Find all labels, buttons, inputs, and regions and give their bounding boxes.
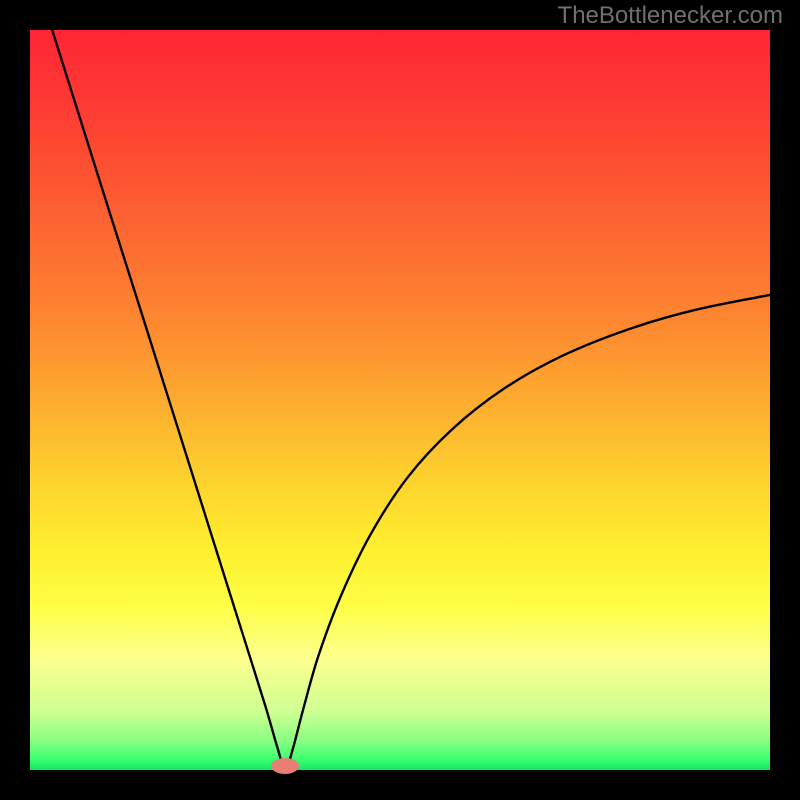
bottleneck-curve	[30, 30, 770, 770]
plot-area	[30, 30, 770, 770]
optimal-point-marker	[271, 758, 299, 774]
gradient-background	[30, 30, 770, 770]
watermark-text: TheBottlenecker.com	[558, 2, 783, 30]
